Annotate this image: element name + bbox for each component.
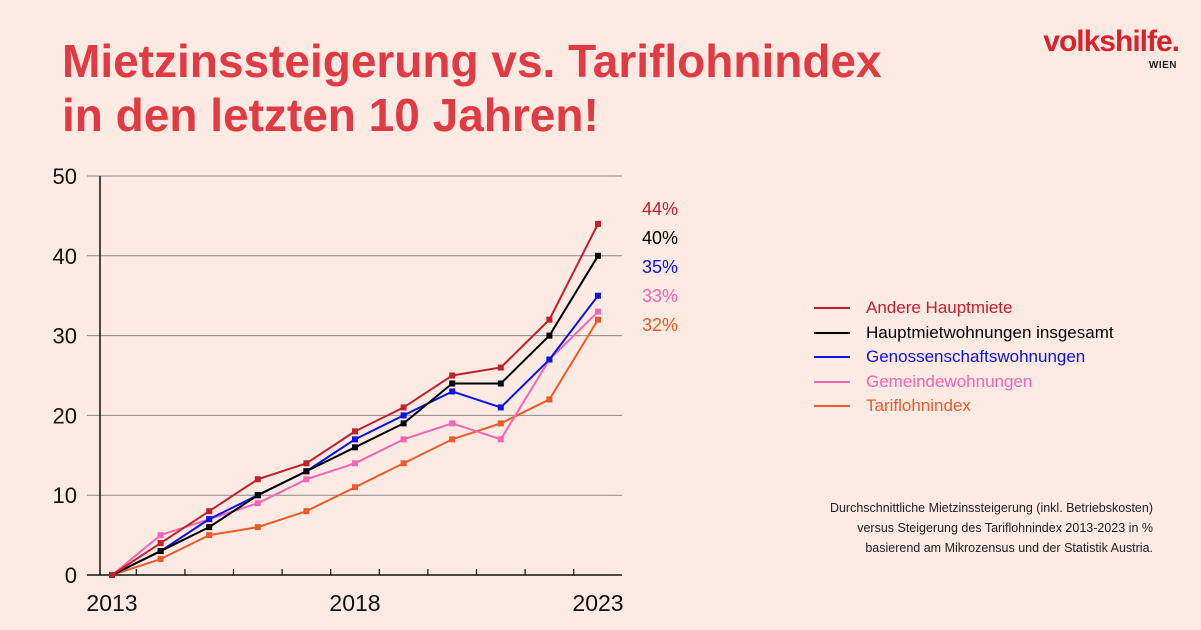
end-value-label-1: 40%: [642, 228, 678, 248]
chart-title: Mietzinssteigerung vs. Tariflohnindex in…: [62, 34, 882, 142]
legend-label-3: Gemeindewohnungen: [866, 371, 1033, 391]
legend-swatch-1: [814, 331, 850, 334]
data-point-s3-2017: [303, 476, 310, 483]
end-value-label-2: 35%: [642, 257, 678, 277]
legend-item-1: Hauptmietwohnungen insgesamt: [814, 321, 1114, 346]
data-point-s1-2017: [303, 468, 310, 475]
data-point-s4-2019: [400, 460, 407, 467]
data-point-s0-2015: [206, 508, 213, 515]
data-point-s2-2018: [352, 436, 358, 443]
y-tick-label-0: 0: [65, 563, 77, 588]
data-point-s2-2021: [497, 404, 504, 411]
data-point-s2-2023: [595, 292, 601, 299]
data-point-s4-2020: [449, 436, 456, 443]
logo-subtitle: WIEN: [1148, 60, 1177, 71]
data-point-s2-2022: [546, 356, 553, 363]
legend-label-2: Genossenschaftswohnungen: [866, 347, 1086, 367]
x-tick-label-2013: 2013: [86, 590, 137, 616]
footnote-line-1: Durchschnittliche Mietzinssteigerung (in…: [829, 501, 1153, 515]
legend-item-2: Genossenschaftswohnungen: [814, 345, 1114, 370]
legend-item-0: Andere Hauptmiete: [814, 296, 1114, 321]
data-point-s4-2023: [595, 316, 601, 323]
y-tick-label-40: 40: [53, 244, 77, 269]
volkshilfe-logo: volkshilfe. WIEN: [1043, 25, 1180, 72]
data-point-s1-2014: [157, 548, 164, 555]
data-point-s3-2021: [497, 436, 504, 443]
legend-swatch-2: [814, 356, 850, 359]
data-point-s0-2013: [109, 572, 115, 578]
legend-swatch-4: [814, 405, 850, 408]
legend-swatch-0: [814, 307, 850, 310]
data-point-s3-2014: [157, 532, 164, 539]
chart-footnote: Durchschnittliche Mietzinssteigerung (in…: [733, 498, 1153, 558]
y-tick-label-30: 30: [53, 324, 77, 349]
series-line-2: [111, 295, 599, 576]
data-point-s1-2018: [352, 444, 358, 451]
data-point-s0-2020: [449, 372, 456, 379]
data-point-s4-2022: [546, 396, 553, 403]
chart-legend: Andere Hauptmiete Hauptmietwohnungen insg…: [814, 296, 1114, 419]
data-point-s3-2023: [595, 308, 601, 315]
y-tick-label-10: 10: [53, 483, 77, 508]
x-tick-label-2018: 2018: [329, 590, 380, 616]
data-point-s1-2016: [254, 492, 261, 499]
data-point-s0-2014: [157, 540, 164, 547]
data-point-s0-2023: [595, 220, 601, 227]
data-point-s4-2018: [352, 484, 358, 491]
data-point-s1-2022: [546, 332, 553, 339]
data-point-s3-2018: [352, 460, 358, 467]
data-point-s3-2019: [400, 436, 407, 443]
footnote-line-3: basierend am Mikrozensus und der Statist…: [865, 541, 1153, 555]
legend-label-1: Hauptmietwohnungen insgesamt: [866, 322, 1114, 342]
data-point-s4-2016: [254, 524, 261, 531]
data-point-s0-2021: [497, 364, 504, 371]
title-line-2: in den letzten 10 Jahren!: [62, 89, 599, 141]
legend-item-4: Tariflohnindex: [814, 394, 1114, 419]
title-line-1: Mietzinssteigerung vs. Tariflohnindex: [62, 35, 882, 87]
data-point-s3-2016: [254, 500, 261, 507]
x-tick-label-2023: 2023: [572, 590, 623, 616]
end-value-label-3: 33%: [642, 286, 678, 306]
data-point-s1-2021: [497, 380, 504, 387]
y-tick-label-20: 20: [53, 403, 77, 428]
data-point-s3-2020: [449, 420, 456, 427]
logo-wordmark: volkshilfe.: [1043, 25, 1180, 58]
data-point-s1-2019: [400, 420, 407, 427]
data-point-s2-2020: [449, 388, 456, 395]
data-point-s4-2017: [303, 508, 310, 515]
data-point-s1-2023: [595, 252, 601, 259]
data-point-s2-2015: [206, 516, 213, 523]
data-point-s1-2020: [449, 380, 456, 387]
legend-label-0: Andere Hauptmiete: [866, 298, 1013, 318]
data-point-s4-2015: [206, 532, 213, 539]
end-value-label-4: 32%: [642, 315, 678, 335]
data-point-s0-2017: [303, 460, 310, 467]
legend-label-4: Tariflohnindex: [866, 396, 971, 416]
data-point-s4-2014: [157, 556, 164, 563]
data-point-s2-2019: [400, 412, 407, 419]
data-point-s0-2022: [546, 316, 553, 323]
footnote-line-2: versus Steigerung des Tariflohnindex 201…: [857, 521, 1153, 535]
data-point-s1-2015: [206, 524, 213, 531]
data-point-s4-2021: [497, 420, 504, 427]
data-point-s0-2016: [254, 476, 261, 483]
legend-item-3: Gemeindewohnungen: [814, 370, 1114, 395]
data-point-s0-2018: [352, 428, 358, 435]
data-point-s0-2019: [400, 404, 407, 411]
legend-swatch-3: [814, 380, 850, 383]
y-tick-label-50: 50: [53, 164, 77, 189]
end-value-label-0: 44%: [642, 199, 678, 219]
